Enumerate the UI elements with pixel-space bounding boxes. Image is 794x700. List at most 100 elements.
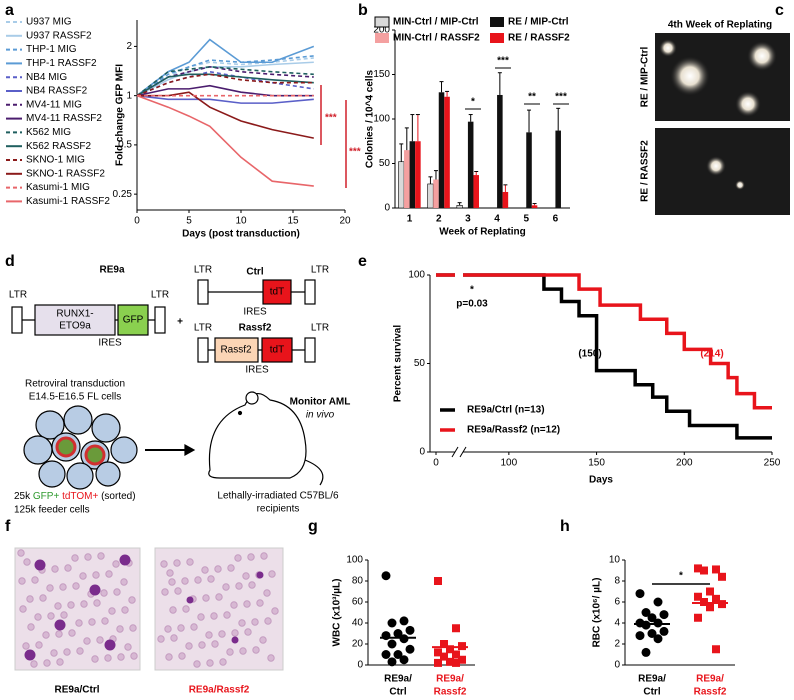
legend-swatch: [374, 16, 390, 28]
x-tick-label: 150: [588, 458, 605, 469]
red-cell: [42, 631, 50, 639]
red-cell: [170, 634, 178, 642]
reporter-box: [261, 337, 293, 363]
annotation: *: [471, 97, 475, 108]
panel-label: b: [358, 2, 368, 19]
legend-label: RE / RASSF2: [508, 33, 570, 44]
white-cell: [256, 571, 264, 579]
red-cell: [120, 578, 128, 586]
red-cell: [206, 659, 214, 667]
diagram: [11, 279, 324, 490]
colony: [706, 156, 726, 176]
panel-title: 4th Week of Replating: [668, 20, 772, 31]
red-cell: [108, 607, 116, 615]
step-label: E14.5-E16.5 FL cells: [29, 392, 121, 403]
bar: [467, 121, 474, 208]
ltr-box: [154, 306, 166, 334]
red-cell: [31, 576, 39, 584]
red-cell: [205, 631, 213, 639]
data-point: [647, 629, 657, 638]
x-tick-label: 0: [134, 216, 140, 227]
y-axis-label: Fold change GFP MFI: [115, 64, 126, 166]
data-point: [434, 658, 442, 667]
red-cell: [26, 595, 34, 603]
y-tick-label: 150: [373, 69, 390, 80]
legend-label: U937 RASSF2: [26, 30, 92, 41]
data-point: [635, 589, 645, 599]
survival-line: [436, 273, 772, 410]
x-tick-label: 4: [494, 214, 500, 225]
red-cell: [230, 601, 238, 609]
y-tick-label: 20: [352, 639, 364, 650]
red-cell: [23, 558, 31, 566]
red-cell: [202, 594, 210, 602]
bar: [473, 175, 479, 208]
reporter-label: GFP: [123, 315, 144, 326]
ltr-box: [197, 279, 209, 305]
data-point: [712, 645, 720, 654]
red-cell: [117, 653, 125, 661]
image-label: RE / RASSF2: [640, 140, 651, 202]
data-point: [718, 572, 726, 581]
red-cell: [214, 565, 222, 573]
panel-label: a: [5, 2, 14, 19]
cells-label: 125k feeder cells: [14, 505, 90, 516]
image-caption: RE9a/Rassf2: [189, 685, 250, 696]
red-cell: [169, 606, 177, 614]
x-tick-label: RE9a/: [638, 674, 666, 685]
x-tick-label: 100: [501, 458, 518, 469]
white-cell: [54, 619, 66, 631]
red-cell: [116, 625, 124, 633]
legend-label: MV4-11 MIG: [26, 99, 82, 110]
legend-label: K562 RASSF2: [26, 141, 91, 152]
red-cell: [193, 660, 201, 668]
data-point: [452, 624, 460, 633]
bar: [502, 191, 509, 208]
legend-label: THP-1 MIG: [26, 44, 77, 55]
reporter-label: tdT: [270, 345, 284, 356]
red-cell: [60, 611, 68, 619]
red-cell: [271, 607, 279, 615]
recipient-label: recipients: [257, 504, 300, 515]
cells-tdtom: tdTOM+: [62, 491, 98, 502]
reporter-box: [117, 304, 149, 336]
red-cell: [160, 560, 168, 568]
y-tick-label: 10: [609, 555, 621, 566]
data-point: [694, 613, 702, 622]
data-point: [381, 571, 391, 581]
red-cell: [67, 601, 75, 609]
legend-label: Kasumi-1 MIG: [26, 182, 90, 193]
legend-label: THP-1 RASSF2: [26, 58, 97, 69]
cells-sorted: (sorted): [101, 491, 135, 502]
bar: [398, 161, 405, 209]
bar: [415, 141, 421, 208]
x-tick-label: 200: [676, 458, 693, 469]
annotation: ***: [349, 147, 361, 158]
data-point: [387, 639, 397, 649]
red-cell: [219, 658, 227, 666]
red-cell: [173, 559, 181, 567]
annotation: ***: [497, 56, 509, 67]
legend-label: NB4 MIG: [26, 72, 67, 83]
red-cell: [56, 658, 64, 666]
red-cell: [68, 629, 76, 637]
y-axis-label: Colonies / 10^4 cells: [365, 70, 376, 169]
image-label: RE / MIP-Ctrl: [640, 47, 651, 108]
reporter-box: [262, 279, 292, 305]
insert-box: [214, 337, 259, 363]
red-cell: [161, 588, 169, 596]
data-point: [712, 565, 720, 574]
red-cell: [22, 642, 30, 650]
red-cell: [178, 652, 186, 660]
legend-label: SKNO-1 MIG: [26, 155, 85, 166]
data-point: [659, 610, 669, 620]
colony: [659, 39, 677, 57]
series-line: [136, 66, 314, 97]
image-caption: RE9a/Ctrl: [54, 685, 99, 696]
red-cell: [223, 611, 231, 619]
legend-swatch: [375, 33, 389, 43]
step-label: Monitor AML: [290, 397, 351, 408]
ltr-label: LTR: [311, 323, 329, 334]
red-cell: [72, 582, 80, 590]
